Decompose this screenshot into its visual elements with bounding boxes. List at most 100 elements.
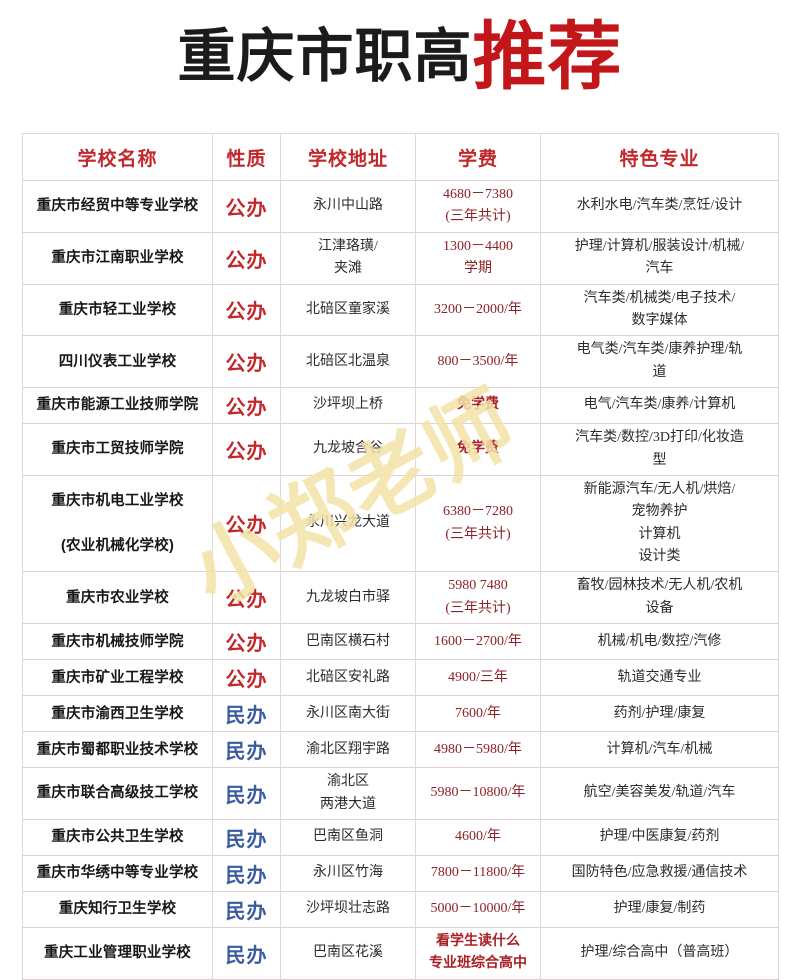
text-line: 重庆市农业学校	[66, 589, 169, 606]
table-body: 重庆市经贸中等专业学校 公办 永川中山路 4680－7380 (三年共计) 水利水电/汽车…	[22, 180, 779, 980]
cell-tuition: 6380－7280 (三年共计)	[415, 474, 541, 573]
cell-school-address: 北碚区北温泉	[280, 335, 416, 389]
cell-school-type: 公办	[212, 474, 281, 573]
text-line: 道	[652, 364, 667, 380]
cell-school-address: 沙坪坝上桥	[280, 387, 416, 425]
cell-school-name: 重庆市联合高级技工学校	[22, 767, 213, 821]
table-row[interactable]: 重庆市能源工业技师学院 公办 沙坪坝上桥 免学费 电气/汽车类/康养/计算机	[22, 387, 779, 425]
text-line: 水利水电/汽车类/烹饪/设计	[576, 198, 743, 214]
text-line: 7800－11800/年	[430, 865, 526, 881]
table-row[interactable]: 重庆市机械技师学院 公办 巴南区横石村 1600－2700/年 机械/机电/数控/汽修	[22, 623, 779, 661]
cell-tuition: 5980－10800/年	[415, 767, 541, 821]
cell-tuition: 4680－7380 (三年共计)	[415, 180, 541, 233]
school-table: 学校名称 性质 学校地址 学费 特色专业 重庆市经贸中等专业学校 公办 永川中山路 4…	[22, 133, 779, 980]
text-line: 渝北区	[327, 774, 369, 790]
cell-school-type: 民办	[212, 819, 281, 857]
text-line: 7600/年	[455, 705, 501, 721]
cell-tuition: 4600/年	[415, 819, 541, 857]
table-row[interactable]: 重庆市公共卫生学校 民办 巴南区鱼洞 4600/年 护理/中医康复/药剂	[22, 819, 779, 857]
cell-school-type: 民办	[212, 891, 281, 929]
text-line: 免学费	[457, 397, 499, 413]
text-line: 永川兴龙大道	[306, 515, 390, 531]
text-line: 巴南区横石村	[306, 633, 390, 649]
text-line: 重庆市能源工业技师学院	[36, 397, 199, 414]
table-row[interactable]: 重庆知行卫生学校 民办 沙坪坝壮志路 5000－10000/年 护理/康复/制药	[22, 891, 779, 929]
text-line: 看学生读什么	[436, 934, 520, 950]
cell-school-type: 公办	[212, 571, 281, 625]
cell-school-name: 重庆市能源工业技师学院	[22, 387, 213, 425]
school-table-container: 学校名称 性质 学校地址 学费 特色专业 重庆市经贸中等专业学校 公办 永川中山路 4…	[22, 133, 779, 980]
column-header-major: 特色专业	[540, 133, 779, 181]
cell-school-address: 渝北区 两港大道	[280, 767, 416, 821]
cell-school-name: 重庆市轻工业学校	[22, 283, 213, 337]
text-line: 电气类/汽车类/康养护理/轨	[576, 342, 743, 358]
cell-school-name: 重庆知行卫生学校	[22, 891, 213, 929]
table-row[interactable]: 重庆市农业学校 公办 九龙坡白市驿 5980 7480 (三年共计) 畜牧/园林技术/无人…	[22, 571, 779, 625]
cell-featured-major: 护理/康复/制药	[540, 891, 779, 929]
cell-school-name: 重庆市机械技师学院	[22, 623, 213, 661]
text-line: 轨道交通专业	[617, 669, 702, 685]
cell-tuition: 4980－5980/年	[415, 731, 541, 769]
cell-school-name: 重庆市经贸中等专业学校	[22, 180, 213, 233]
text-line: 重庆市机械技师学院	[51, 633, 184, 650]
table-row[interactable]: 重庆市矿业工程学校 公办 北碚区安礼路 4900/三年 轨道交通专业	[22, 659, 779, 697]
text-line: 数字媒体	[631, 312, 688, 328]
table-row[interactable]: 重庆市机电工业学校 (农业机械化学校) 公办 永川兴龙大道 6380－7280 (三年共…	[22, 474, 779, 573]
cell-school-address: 永川区竹海	[280, 855, 416, 893]
table-row[interactable]: 重庆工业管理职业学校 民办 巴南区花溪 看学生读什么 专业班综合高中 护理/综合高中（普高…	[22, 927, 779, 980]
cell-school-address: 九龙坡含谷	[280, 423, 416, 476]
cell-school-name: 重庆市农业学校	[22, 571, 213, 625]
text-line: 专业班综合高中	[429, 956, 527, 972]
cell-tuition: 7800－11800/年	[415, 855, 541, 893]
text-line: 永川区竹海	[313, 865, 383, 881]
cell-school-address: 九龙坡白市驿	[280, 571, 416, 625]
column-header-address: 学校地址	[280, 133, 416, 181]
text-line: 重庆市华绣中等专业学校	[36, 865, 199, 882]
cell-school-type: 公办	[212, 387, 281, 425]
cell-school-type: 公办	[212, 335, 281, 389]
cell-featured-major: 畜牧/园林技术/无人机/农机 设备	[540, 571, 779, 625]
cell-tuition: 5980 7480 (三年共计)	[415, 571, 541, 625]
cell-school-address: 江津珞璜/夹滩	[280, 231, 416, 285]
cell-school-type: 民办	[212, 767, 281, 821]
column-header-type: 性质	[212, 133, 281, 181]
text-line: 重庆市蜀都职业技术学校	[36, 741, 199, 758]
cell-tuition: 1300－4400 学期	[415, 231, 541, 285]
text-line: 两港大道	[320, 796, 376, 812]
cell-school-type: 公办	[212, 659, 281, 697]
table-row[interactable]: 重庆市轻工业学校 公办 北碚区童家溪 3200－2000/年 汽车类/机械类/电子技术/…	[22, 283, 779, 337]
table-row[interactable]: 重庆市经贸中等专业学校 公办 永川中山路 4680－7380 (三年共计) 水利水电/汽车…	[22, 180, 779, 233]
text-line: 重庆市经贸中等专业学校	[36, 198, 199, 215]
cell-school-name: 重庆市矿业工程学校	[22, 659, 213, 697]
table-row[interactable]: 重庆市渝西卫生学校 民办 永川区南大街 7600/年 药剂/护理/康复	[22, 695, 779, 733]
text-line: 汽车	[645, 261, 674, 277]
text-line: 重庆知行卫生学校	[58, 901, 177, 918]
cell-tuition: 免学费	[415, 423, 541, 476]
table-row[interactable]: 四川仪表工业学校 公办 北碚区北温泉 800－3500/年 电气类/汽车类/康养护理/轨…	[22, 335, 779, 389]
text-line: 设计类	[638, 549, 681, 565]
text-line: 800－3500/年	[437, 353, 519, 369]
cell-school-name: 重庆市机电工业学校 (农业机械化学校)	[22, 474, 213, 573]
cell-tuition: 7600/年	[415, 695, 541, 733]
text-line: 宠物养护	[631, 504, 688, 520]
text-line: 重庆市工贸技师学院	[51, 441, 184, 458]
table-row[interactable]: 重庆市工贸技师学院 公办 九龙坡含谷 免学费 汽车类/数控/3D打印/化妆造型	[22, 423, 779, 476]
text-line: 九龙坡白市驿	[306, 589, 390, 605]
table-row[interactable]: 重庆市联合高级技工学校 民办 渝北区 两港大道 5980－10800/年 航空/美容美发/…	[22, 767, 779, 821]
text-line: 药剂/护理/康复	[613, 705, 706, 721]
cell-school-type: 民办	[212, 731, 281, 769]
text-line: 护理/综合高中（普高班）	[580, 945, 739, 961]
text-line: 重庆市矿业工程学校	[51, 669, 184, 686]
cell-school-type: 公办	[212, 283, 281, 337]
table-row[interactable]: 重庆市华绣中等专业学校 民办 永川区竹海 7800－11800/年 国防特色/应急救援/…	[22, 855, 779, 893]
cell-school-name: 重庆市华绣中等专业学校	[22, 855, 213, 893]
text-line: 型	[652, 452, 667, 468]
cell-tuition: 3200－2000/年	[415, 283, 541, 337]
table-header-row: 学校名称 性质 学校地址 学费 特色专业	[22, 133, 779, 181]
text-line: 重庆市江南职业学校	[51, 249, 184, 266]
cell-school-address: 巴南区花溪	[280, 927, 416, 980]
cell-featured-major: 汽车类/机械类/电子技术/数字媒体	[540, 283, 779, 337]
table-row[interactable]: 重庆市江南职业学校 公办 江津珞璜/夹滩 1300－4400 学期 护理/计算机/服装设计…	[22, 231, 779, 285]
table-row[interactable]: 重庆市蜀都职业技术学校 民办 渝北区翔宇路 4980－5980/年 计算机/汽车/机械	[22, 731, 779, 769]
cell-school-name: 重庆市公共卫生学校	[22, 819, 213, 857]
